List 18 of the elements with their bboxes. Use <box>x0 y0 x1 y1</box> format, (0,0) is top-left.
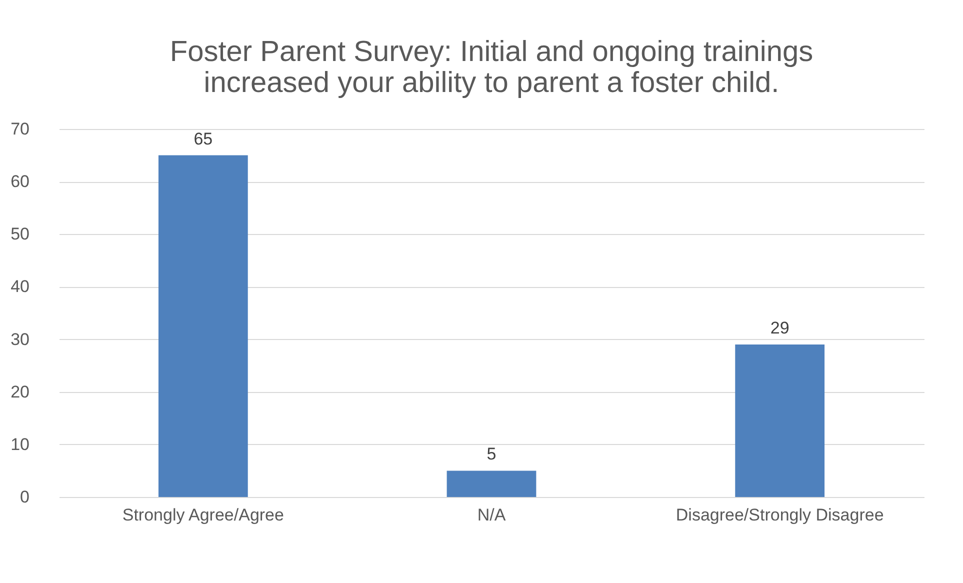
y-tick-label: 0 <box>20 488 30 506</box>
bar <box>446 470 536 497</box>
bar <box>735 344 825 497</box>
y-tick-label: 20 <box>10 382 30 402</box>
chart-title: Foster Parent Survey: Initial and ongoing trainings increased your ability to parent a foster child. <box>170 36 814 99</box>
data-label: 65 <box>194 129 213 148</box>
y-tick-label: 40 <box>10 277 30 296</box>
y-tick-label: 70 <box>10 120 30 138</box>
x-tick-label: Disagree/Strongly Disagree <box>676 506 884 524</box>
data-label: 5 <box>486 444 496 464</box>
y-tick-label: 50 <box>10 224 30 244</box>
y-tick-label: 60 <box>10 172 30 192</box>
x-tick-label: N/A <box>477 506 506 524</box>
data-label: 29 <box>770 318 790 338</box>
y-tick-label: 30 <box>10 330 30 349</box>
x-tick-label: Strongly Agree/Agree <box>122 506 284 524</box>
bar <box>158 155 248 497</box>
y-tick-label: 10 <box>10 434 30 454</box>
